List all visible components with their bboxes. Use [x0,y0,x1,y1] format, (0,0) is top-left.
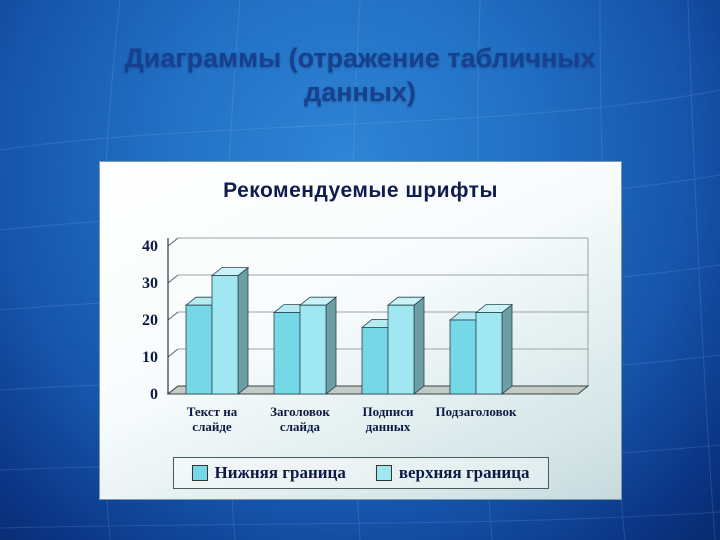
y-tick-label: 0 [150,386,158,403]
y-tick-label: 30 [142,275,158,292]
bar-side-face [237,266,249,395]
y-tick-label: 10 [142,349,158,366]
category-label: Заголовок слайда [270,404,330,434]
legend-swatch-lower-bound [191,465,208,481]
bar [273,312,301,395]
axis-tick [167,311,179,321]
bar [449,319,477,395]
legend-item-lower-bound: Нижняя граница [191,463,346,483]
bar [185,304,213,395]
bar [387,304,415,395]
slide-title: Диаграммы (отражение табличных данных) [55,42,665,110]
bar [361,327,389,395]
chart-legend: Нижняя граница верхняя граница [172,457,549,489]
legend-label-lower-bound: Нижняя граница [214,463,346,482]
legend-item-upper-bound: верхняя граница [375,463,530,483]
legend-swatch-upper-bound [375,465,392,481]
category-label: Подзаголовок [436,404,518,419]
bar-side-face [413,296,425,395]
chart-title: Рекомендуемые шрифты [223,179,498,202]
category-label: Подписи данных [362,404,414,434]
bar-chart-3d: 0 10 20 30 40 Текст на слайде Заголовок слайда По… [142,237,590,434]
bar-side-face [325,296,337,395]
y-tick-label: 20 [142,312,158,329]
axis-tick [167,348,179,358]
category-label: Текст на слайде [187,404,238,434]
legend-label-upper-bound: верхняя граница [398,463,530,482]
axis-tick [167,274,179,284]
slide-title-line-2: данных) [304,76,416,107]
slide-title-line-1: Диаграммы (отражение табличных [124,43,596,73]
chart-panel: Рекомендуемые шрифты 0 10 20 30 40 Текст на сл… [99,161,622,500]
y-tick-label: 40 [142,238,158,255]
bar [299,304,327,395]
bar-side-face [501,303,513,395]
axis-tick [167,237,179,247]
bar [475,312,503,395]
bar [211,275,239,395]
